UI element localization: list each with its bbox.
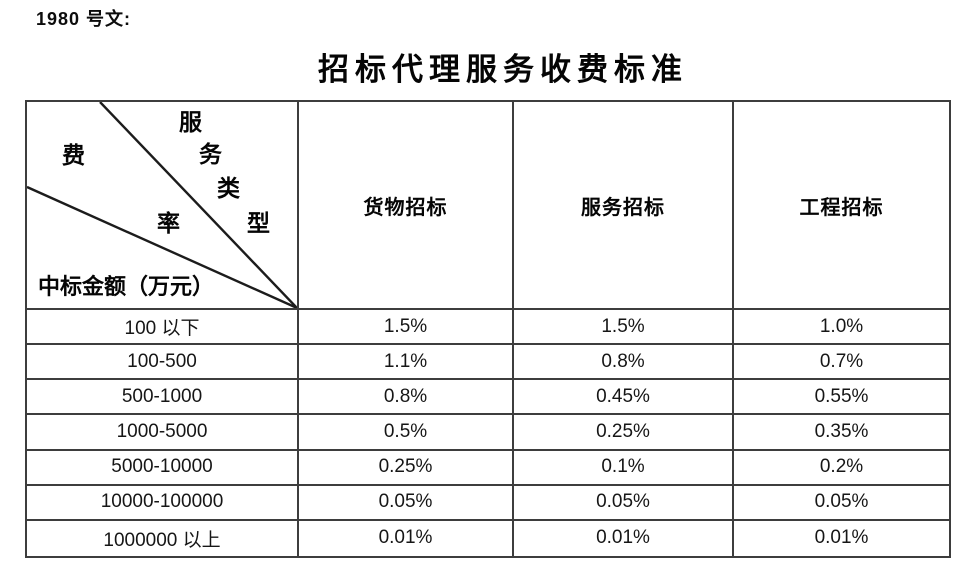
row-axis-label: 中标金额（万元） [38,274,215,299]
column-header-engineering: 工程招标 [734,102,949,310]
table-cell-goods: 1.5% [299,310,514,346]
fee-standard-table: 费 率 服 务 类 型 中标金额（万元） 货物招标 服务招标 工程招标 100 … [25,100,951,558]
corner-type-char-2: 务 [199,142,222,167]
table-row-range: 500-1000 [27,380,299,416]
table-row-range: 5000-10000 [27,450,299,486]
table-cell-engineering: 0.55% [734,380,949,416]
diagonal-header-cell: 费 率 服 务 类 型 中标金额（万元） [27,102,299,310]
table-row-range: 100-500 [27,345,299,381]
table-cell-service: 0.45% [514,380,734,416]
diagonal-divider-lines [27,102,297,308]
table-cell-engineering: 0.7% [734,345,949,381]
corner-type-char-3: 类 [217,176,240,201]
table-cell-goods: 0.8% [299,380,514,416]
table-row-range: 1000000 以上 [27,520,299,556]
corner-type-char-1: 服 [179,110,202,135]
table-cell-service: 0.8% [514,345,734,381]
table-cell-service: 0.01% [514,520,734,556]
table-cell-service: 0.05% [514,485,734,521]
table-cell-service: 0.1% [514,450,734,486]
table-row-range: 100 以下 [27,310,299,346]
table-cell-service: 0.25% [514,415,734,451]
page-title: 招标代理服务收费标准 [318,52,688,87]
corner-fee-char: 费 [62,143,85,168]
table-cell-goods: 0.25% [299,450,514,486]
table-cell-engineering: 0.01% [814,527,869,549]
column-header-goods: 货物招标 [299,102,514,310]
table-row-range: 1000-5000 [27,415,299,451]
column-header-service: 服务招标 [514,102,734,310]
corner-rate-char: 率 [157,211,180,236]
table-row-range: 10000-100000 [27,485,299,521]
table-cell-engineering: 1.0% [734,310,949,346]
table-cell-engineering: 0.35% [734,415,949,451]
table-cell-goods: 1.1% [299,345,514,381]
table-cell-goods: 0.5% [299,415,514,451]
table-cell-engineering: 0.05% [734,486,949,521]
doc-number-label: 1980 号文: [36,9,132,29]
table-cell-goods: 0.05% [299,485,514,521]
table-cell-engineering: 0.2% [734,451,949,486]
corner-type-char-4: 型 [247,211,270,236]
table-cell-service: 1.5% [514,310,734,346]
table-cell-goods: 0.01% [299,520,514,556]
